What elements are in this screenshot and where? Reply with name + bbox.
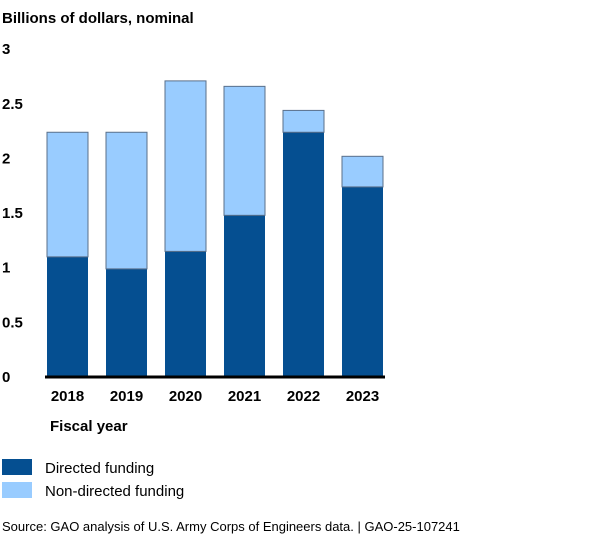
x-tick-label: 2019 (110, 388, 143, 405)
bar-directed-2021 (224, 215, 265, 376)
y-tick-label: 0.5 (2, 314, 23, 331)
legend: Directed funding Non-directed funding (2, 459, 184, 500)
bar-non-directed-2023 (341, 155, 384, 188)
x-tick-label: 2020 (169, 388, 202, 405)
y-tick-label: 2 (2, 150, 10, 167)
legend-swatch-non-directed (2, 482, 32, 498)
x-axis-title: Fiscal year (50, 418, 128, 435)
x-tick-label: 2021 (228, 388, 261, 405)
y-tick-label: 1 (2, 260, 10, 277)
bar-non-directed-2018 (46, 131, 89, 258)
x-tick-label: 2018 (51, 388, 84, 405)
bar-directed-2023 (342, 186, 383, 376)
x-tick-label: 2023 (346, 388, 379, 405)
bar-directed-2022 (283, 132, 324, 376)
bar-non-directed-2021 (223, 85, 266, 216)
bar-non-directed-2022 (282, 109, 325, 133)
bar-non-directed-2020 (164, 80, 207, 252)
legend-label-directed: Directed funding (45, 460, 154, 477)
bar-directed-2020 (165, 251, 206, 376)
bar-directed-2019 (106, 268, 147, 376)
legend-swatch-directed (2, 459, 32, 475)
y-axis-title: Billions of dollars, nominal (2, 10, 194, 27)
y-tick-label: 1.5 (2, 205, 23, 222)
y-tick-label: 0 (2, 369, 10, 386)
source-note: Source: GAO analysis of U.S. Army Corps … (2, 519, 460, 534)
y-tick-label: 3 (2, 41, 10, 58)
legend-label-non-directed: Non-directed funding (45, 483, 184, 500)
x-tick-label: 2022 (287, 388, 320, 405)
bar-directed-2018 (47, 256, 88, 376)
bar-non-directed-2019 (105, 131, 148, 270)
y-tick-label: 2.5 (2, 96, 23, 113)
